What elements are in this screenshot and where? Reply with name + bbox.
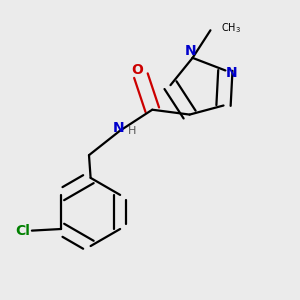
Text: N: N [112,121,124,135]
Text: O: O [132,63,144,77]
Text: Cl: Cl [15,224,30,238]
Text: CH$_3$: CH$_3$ [221,21,241,34]
Text: H: H [128,127,136,136]
Text: N: N [185,44,197,58]
Text: N: N [225,66,237,80]
